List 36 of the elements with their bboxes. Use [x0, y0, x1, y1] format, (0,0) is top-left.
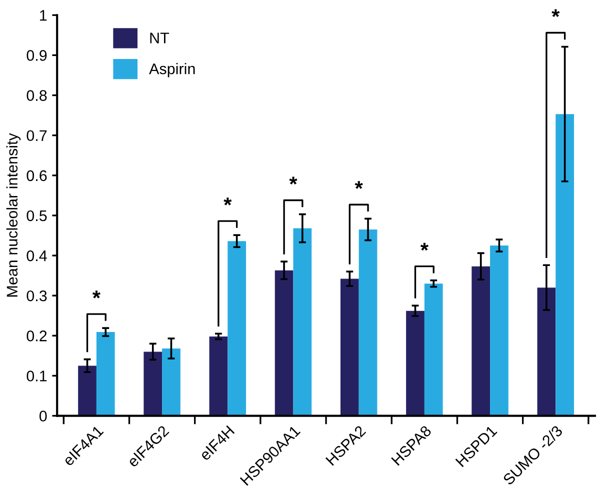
y-tick-label: 0.6: [26, 170, 47, 182]
y-tick-label: 0.5: [26, 210, 47, 222]
annotation: *: [289, 176, 298, 185]
annotation: *: [354, 181, 363, 189]
y-axis-title: Mean nucleolar intensity: [6, 133, 21, 297]
annotation: *: [420, 242, 428, 251]
legend-label: Aspirin: [149, 63, 195, 78]
bar: [537, 288, 556, 416]
bar: [472, 266, 490, 416]
y-tick-label: 0.4: [26, 250, 47, 262]
y-tick-label: 0.3: [26, 290, 47, 302]
y-tick-label: 0: [39, 410, 47, 422]
bar: [209, 336, 228, 416]
bar: [293, 228, 312, 416]
bar: [340, 278, 359, 416]
bar: [78, 366, 96, 416]
y-tick-label: 0.9: [26, 50, 47, 61]
legend-label: NT: [150, 32, 170, 44]
bar: [424, 284, 443, 416]
bar: [358, 229, 378, 416]
bar: [490, 246, 508, 416]
bar: [96, 332, 115, 416]
y-tick-label: 0.7: [26, 130, 47, 142]
annotation: *: [92, 290, 100, 298]
bar: [406, 310, 424, 416]
y-tick-label: 0.8: [26, 90, 47, 101]
y-tick-label: 0.1: [26, 370, 47, 382]
annotation: *: [552, 9, 560, 18]
bar: [556, 114, 574, 416]
bar: [228, 241, 246, 416]
bar: [144, 352, 162, 416]
bar: [274, 270, 294, 416]
y-tick-label: 0.2: [26, 330, 47, 342]
bar: [162, 348, 180, 416]
annotation: *: [224, 198, 232, 206]
y-tick-label: 1: [40, 10, 47, 21]
